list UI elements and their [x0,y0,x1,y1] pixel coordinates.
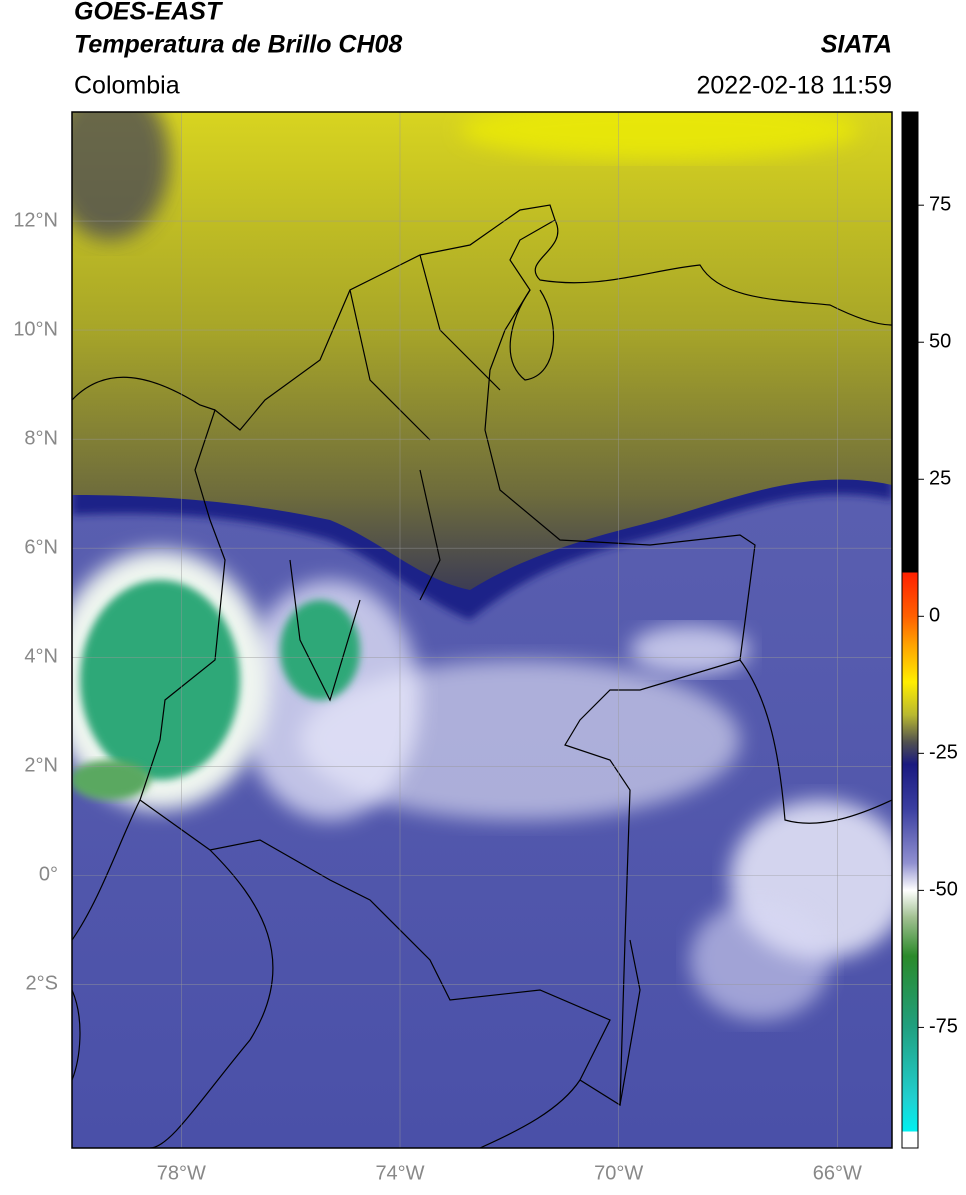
y-tick-label: 10°N [13,318,58,340]
y-tick-label: 2°S [26,973,58,995]
colorbar-tick-label: 0 [929,605,940,627]
map-frame [71,111,893,1149]
colorbar-tick-label: -50 [929,879,958,901]
y-tick-label: 4°N [24,646,58,668]
x-tick-label: 78°W [157,1162,206,1184]
y-tick-label: 2°N [24,755,58,777]
x-tick-label: 70°W [594,1162,643,1184]
title: GOES-EAST [74,0,224,26]
y-tick-label: 6°N [24,536,58,558]
y-tick-label: 0° [39,864,58,886]
imagery [72,112,892,1148]
colorbar-tick-label: 25 [929,468,951,490]
colorbar-tick-label: -75 [929,1016,958,1038]
y-tick-label: 12°N [13,209,58,231]
colorbar-tick-label: 75 [929,193,951,215]
y-tick-label: 8°N [24,427,58,449]
datetime: 2022-02-18 11:59 [696,72,892,100]
x-tick-label: 74°W [375,1162,424,1184]
colorbar-tick-label: 50 [929,331,951,353]
subtitle: Temperatura de Brillo CH08 [74,31,402,59]
x-tick-label: 66°W [813,1162,862,1184]
colorbar [901,111,919,1149]
region: Colombia [74,72,180,100]
source: SIATA [821,31,892,59]
colorbar-tick-label: -25 [929,742,958,764]
